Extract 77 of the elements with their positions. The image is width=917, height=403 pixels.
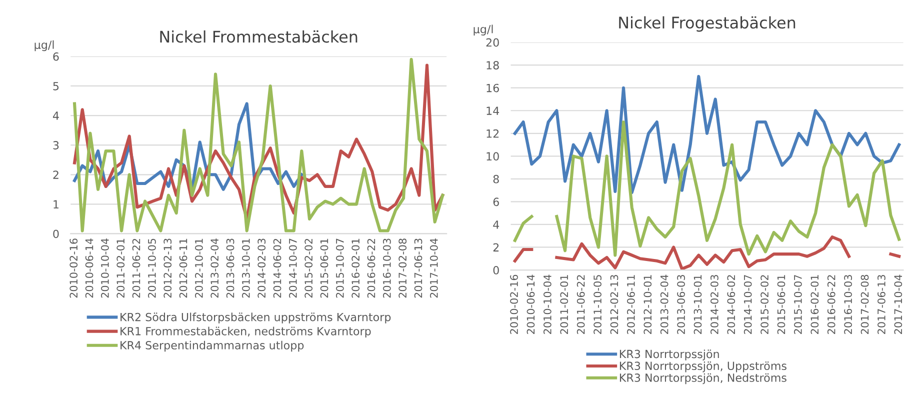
- x-tick-label: 2014-06-02: [727, 275, 736, 334]
- y-axis-title: µg/l: [474, 24, 493, 36]
- y-tick-label: 10: [486, 152, 499, 161]
- x-tick-label: 2016-02-01: [810, 275, 819, 334]
- x-tick-label: 2015-06-01: [777, 275, 786, 334]
- x-tick-label: 2016-06-22: [827, 275, 836, 334]
- x-tick-label: 2013-06-03: [226, 238, 234, 298]
- y-tick-label: 4: [493, 220, 500, 229]
- x-tick-label: 2017-10-04: [894, 274, 902, 334]
- y-tick-label: 6: [493, 198, 499, 206]
- x-tick-label: 2017-02-08: [860, 274, 869, 334]
- x-tick-label: 2017-02-08: [398, 238, 407, 298]
- x-tick-label: 2015-02-02: [304, 238, 313, 298]
- x-tick-label: 2010-10-04: [101, 238, 109, 298]
- x-tick-label: 2014-06-02: [273, 238, 282, 298]
- y-axis-title: µg/l: [34, 40, 54, 52]
- x-tick-label: 2012-06-11: [626, 275, 635, 334]
- x-tick-label: 2010-02-16: [510, 274, 518, 334]
- x-tick-label: 2010-10-04: [543, 274, 552, 334]
- x-tick-label: 2015-02-02: [760, 275, 768, 334]
- legend-label: KR3 Norrtorpssjön: [620, 350, 719, 360]
- x-tick-label: 2012-10-01: [644, 275, 652, 334]
- x-tick-label: 2017-06-13: [878, 275, 886, 334]
- y-tick-label: 0: [493, 266, 499, 274]
- x-tick-label: 2017-06-13: [414, 238, 422, 298]
- x-tick-label: 2012-02-13: [610, 275, 618, 334]
- x-tick-label: 2011-06-22: [576, 275, 585, 334]
- y-tick-label: 4: [52, 112, 59, 120]
- x-tick-label: 2015-10-07: [336, 238, 344, 298]
- y-tick-label: 8: [493, 174, 499, 184]
- legend-label: KR4 Serpentindammarnas utlopp: [120, 340, 304, 352]
- x-tick-label: 2012-06-11: [179, 238, 188, 298]
- x-tick-label: 2015-10-07: [794, 275, 802, 334]
- x-tick-label: 2014-02-03: [710, 275, 718, 334]
- line-series: [513, 74, 901, 194]
- x-tick-label: 2011-02-01: [116, 238, 125, 298]
- x-tick-label: 2013-10-01: [242, 238, 250, 298]
- y-tick-label: 14: [486, 106, 500, 115]
- x-tick-label: 2012-10-01: [194, 238, 203, 298]
- x-tick-label: 2013-10-01: [694, 275, 702, 334]
- x-tick-label: 2011-10-05: [594, 275, 602, 334]
- x-tick-label: 2011-06-22: [132, 238, 140, 298]
- legend-label: KR3 Norrtorpssjön, Uppströms: [620, 361, 786, 372]
- x-tick-label: 2015-06-01: [320, 238, 328, 298]
- x-tick-label: 2010-02-16: [70, 238, 78, 298]
- x-tick-label: 2012-02-13: [164, 238, 172, 298]
- x-tick-label: 2010-06-14: [526, 274, 535, 334]
- y-tick-label: 12: [486, 129, 499, 138]
- x-tick-label: 2016-06-22: [367, 238, 376, 298]
- x-tick-label: 2010-06-14: [85, 238, 94, 298]
- y-tick-label: 16: [486, 84, 499, 92]
- y-tick-label: 6: [53, 52, 59, 61]
- y-tick-label: 1: [54, 200, 58, 208]
- y-tick-label: 20: [486, 38, 499, 47]
- legend-label: KR3 Norrtorpssjön, Nedströms: [620, 373, 786, 384]
- chart-title: Nickel Frogestabäcken: [619, 16, 796, 32]
- x-tick-label: 2011-10-05: [148, 238, 156, 298]
- y-tick-label: 0: [53, 230, 59, 238]
- legend-label: KR1 Frommestabäcken, nedströms Kvarntorp: [120, 326, 371, 338]
- legend-label: KR2 Södra Ulfstorpsbäcken uppströms Kvarntorp: [120, 312, 391, 324]
- x-tick-label: 2013-06-03: [677, 275, 685, 334]
- x-tick-label: 2014-02-03: [258, 238, 266, 298]
- x-tick-label: 2011-02-01: [560, 275, 568, 334]
- chart-title: Nickel Frommestabäcken: [160, 30, 358, 43]
- y-tick-label: 2: [493, 243, 499, 252]
- x-tick-label: 2014-10-07: [744, 275, 752, 334]
- x-tick-label: 2013-02-04: [660, 274, 668, 334]
- x-tick-label: 2013-02-04: [210, 238, 219, 298]
- x-tick-label: 2016-10-03: [844, 275, 852, 334]
- y-tick-label: 5: [53, 82, 59, 90]
- x-tick-label: 2016-02-01: [352, 238, 360, 298]
- x-tick-label: 2017-10-04: [430, 238, 438, 298]
- y-tick-label: 2: [53, 170, 58, 179]
- x-tick-label: 2016-10-03: [382, 238, 391, 298]
- y-tick-label: 18: [486, 61, 499, 70]
- x-tick-label: 2014-10-07: [288, 238, 297, 298]
- y-tick-label: 3: [53, 141, 59, 150]
